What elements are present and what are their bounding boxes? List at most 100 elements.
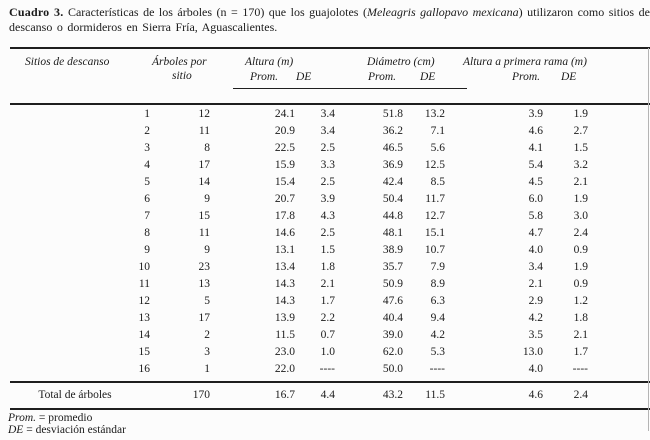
table-row: 10 23 13.4 1.8 35.7 7.9 3.4 1.9 [10,259,650,276]
table-row: 7 15 17.8 4.3 44.8 12.7 5.8 3.0 [10,208,650,225]
cell: 1.8 [573,312,588,324]
cell-filler [588,242,650,259]
cell: 4.2 [528,312,543,324]
header-altura-de: DE [296,71,312,83]
cell: 14.3 [274,278,295,290]
cell: 36.2 [382,125,403,137]
table-row: 12 5 14.3 1.7 47.6 6.3 2.9 1.2 [10,293,650,310]
cell: 5.4 [528,159,543,171]
cell: 3.4 [320,125,335,137]
cell: 11.7 [425,193,445,205]
header-rama-prom: Prom. [512,71,541,83]
table-row: 1 12 24.1 3.4 51.8 13.2 3.9 1.9 [10,106,650,123]
caption-text: Características de los árboles (n = 170)… [63,5,367,19]
cell: 3.4 [320,108,335,120]
cell: 5.8 [528,210,543,222]
cell-filler [588,123,650,140]
cell: 1.5 [320,244,335,256]
cell-filler [588,225,650,242]
total-diametro-de: 11.5 [425,389,445,401]
table-row: 6 9 20.7 3.9 50.4 11.7 6.0 1.9 [10,191,650,208]
table-row: 9 9 13.1 1.5 38.9 10.7 4.0 0.9 [10,242,650,259]
total-label: Total de árboles [38,389,112,401]
data-table: 1 12 24.1 3.4 51.8 13.2 3.9 1.9 2 11 20.9 3.4 36.2 7.… [10,106,650,378]
cell: 50.0 [382,363,403,375]
cell: 22.0 [274,363,295,375]
footnote-de-term: DE [8,424,24,436]
cell: 62.0 [382,346,403,358]
cell: 12 [138,295,151,307]
cell: 13.0 [522,346,543,358]
table-row: 13 17 13.9 2.2 40.4 9.4 4.2 1.8 [10,310,650,327]
cell: 4.0 [528,244,543,256]
table-row: 14 2 11.5 0.7 39.0 4.2 3.5 2.1 [10,327,650,344]
cell-filler [588,344,650,361]
table-row: 2 11 20.9 3.4 36.2 7.1 4.6 2.7 [10,123,650,140]
cell: 13 [198,278,211,290]
cell: 7 [144,210,150,222]
cell: 2.1 [573,329,588,341]
cell: 20.7 [274,193,295,205]
species-name: Meleagris gallopavo mexicana [366,5,519,19]
caption-line-1: Cuadro 3. Características de los árboles… [9,5,650,20]
subheader-underline [233,88,467,90]
table-row: 8 11 14.6 2.5 48.1 15.1 4.7 2.4 [10,225,650,242]
cell: 1 [204,363,210,375]
cell: 0.9 [573,278,588,290]
cell: 15 [198,210,211,222]
total-diametro-prom: 43.2 [382,389,403,401]
cell: 17 [198,312,211,324]
cell: 51.8 [382,108,403,120]
cell: 9 [144,244,150,256]
cell: 2.7 [573,125,588,137]
cell: 24.1 [274,108,295,120]
cell: 1 [144,108,150,120]
cell: 1.8 [320,261,335,273]
cell: ---- [429,363,445,375]
cell: 2 [204,329,210,341]
table-row: 3 8 22.5 2.5 46.5 5.6 4.1 1.5 [10,140,650,157]
footnote-de-definition: = desviación estándar [23,424,126,436]
cell-filler [588,310,650,327]
cell: 12 [198,108,211,120]
cell-filler [588,140,650,157]
cell: 15.4 [274,176,295,188]
cell: 0.7 [320,329,335,341]
cell: 6.0 [528,193,543,205]
cell: 1.2 [573,295,588,307]
cell: 13 [138,312,151,324]
cell: 13.9 [274,312,295,324]
cell: 23 [198,261,211,273]
header-sitios: Sitios de descanso [25,56,110,68]
cell: 39.0 [382,329,403,341]
cell: 3.5 [528,329,543,341]
cell-filler [588,327,650,344]
cell: 3 [204,346,210,358]
cell: 4.1 [528,142,543,154]
cell: 2.4 [573,227,588,239]
cell: 44.8 [382,210,403,222]
cell: 2.5 [320,227,335,239]
cell: 1.7 [320,295,335,307]
cell: 4.0 [528,363,543,375]
cell: 14 [138,329,151,341]
total-altura-de: 4.4 [320,389,335,401]
cell: 2.1 [528,278,543,290]
cell: 10.7 [424,244,445,256]
cell: 36.9 [382,159,403,171]
cell: 5 [204,295,210,307]
cell: 15.1 [424,227,445,239]
table-row: 16 1 22.0 ---- 50.0 ---- 4.0 ---- [10,361,650,378]
cell: 40.4 [382,312,403,324]
cell-filler [588,191,650,208]
header-diametro-de: DE [420,71,436,83]
footnote-de: DE = desviación estándar [8,424,126,437]
cell: 12.5 [424,159,445,171]
cell: 46.5 [382,142,403,154]
cell: 5.3 [430,346,445,358]
cell: 9.4 [430,312,445,324]
cell: 47.6 [382,295,403,307]
cell: 11 [198,125,210,137]
cell: 8 [204,142,210,154]
cell: 2.1 [573,176,588,188]
